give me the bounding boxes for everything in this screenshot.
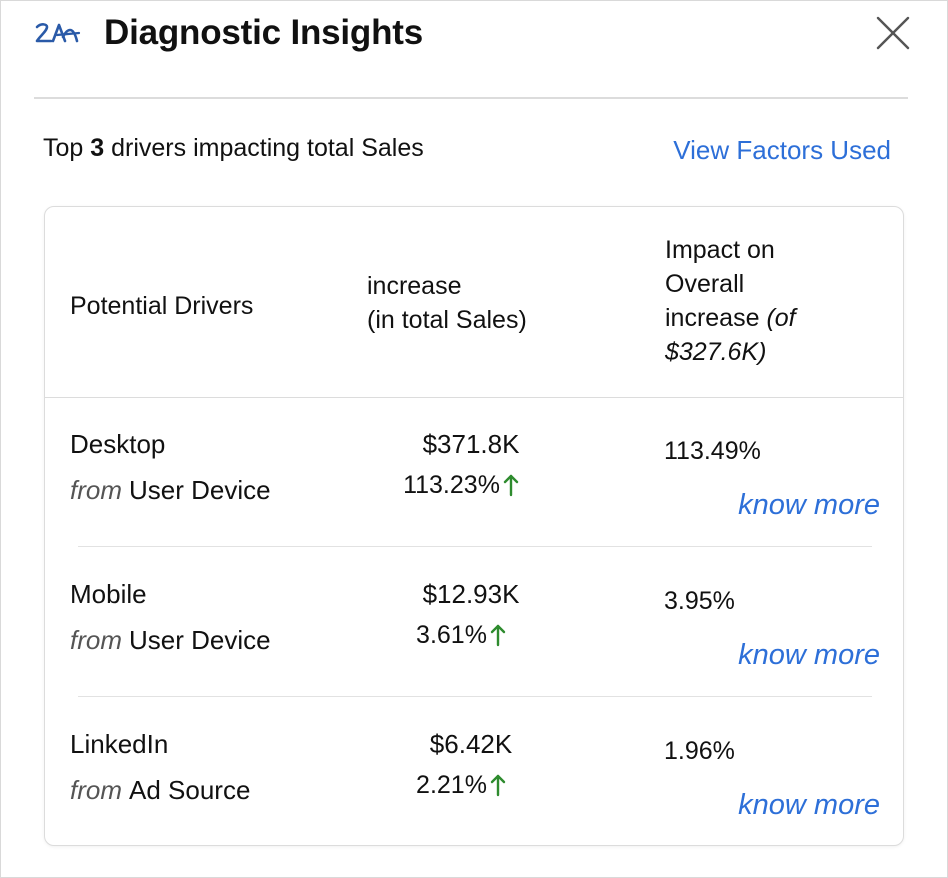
driver-source-name: User Device [129,475,271,505]
column-header-increase-line2: (in total Sales) [367,306,527,334]
driver-source: from User Device [70,625,271,656]
column-header-impact-total: $327.6K) [665,338,767,366]
impact-percent: 113.49% [664,437,761,465]
drivers-table: Potential Drivers increase (in total Sal… [44,206,904,846]
zia-icon [35,23,81,43]
know-more-link[interactable]: know more [738,789,880,821]
up-arrow-icon [503,474,519,497]
panel-header: Diagnostic Insights [1,1,947,97]
summary-prefix: Top [43,134,91,162]
column-header-impact-line3: increase (of [665,301,865,335]
table-row: Mobile from User Device $12.93K 3.61% 3.9… [45,563,903,713]
column-header-increase-line1: increase [367,272,462,300]
driver-from-label: from [70,775,122,805]
driver-source: from Ad Source [70,775,250,806]
close-icon[interactable] [875,15,911,51]
table-row: LinkedIn from Ad Source $6.42K 2.21% 1.96… [45,713,903,863]
increase-percent-value: 3.61% [416,621,487,649]
row-divider [78,696,872,697]
panel-title: Diagnostic Insights [104,13,424,52]
drivers-count: 3 [90,134,105,162]
increase-percent: 2.21% [371,771,551,800]
up-arrow-icon [490,774,506,797]
driver-from-label: from [70,625,122,655]
column-header-impact-line1: Impact on [665,236,775,264]
driver-source: from User Device [70,475,271,506]
driver-name: LinkedIn [70,729,169,759]
increase-percent-value: 2.21% [416,771,487,799]
column-header-impact-line2: Overall [665,270,745,298]
summary-text: Top 3 drivers impacting total Sales [43,134,424,163]
table-row: Desktop from User Device $371.8K 113.23% … [45,413,903,563]
table-header-divider [45,397,903,398]
increase-percent: 3.61% [371,621,551,650]
impact-percent: 3.95% [664,587,735,615]
impact-percent: 1.96% [664,737,735,765]
driver-name: Mobile [70,579,147,609]
column-header-impact-total-prefix: (of [766,304,796,332]
driver-source-name: User Device [129,625,271,655]
know-more-link[interactable]: know more [738,639,880,671]
increase-percent: 113.23% [371,471,551,500]
column-header-impact-word: increase [665,304,760,332]
header-divider [34,97,908,99]
increase-value: $12.93K [422,579,520,609]
increase-percent-value: 113.23% [403,471,500,499]
column-header-drivers: Potential Drivers [70,292,254,320]
driver-from-label: from [70,475,122,505]
column-header-impact: Impact on Overall increase (of $327.6K) [665,233,865,369]
column-header-increase: increase (in total Sales) [367,269,527,337]
increase-value: $371.8K [422,429,520,459]
view-factors-used-link[interactable]: View Factors Used [673,135,891,165]
increase-value: $6.42K [429,729,513,759]
driver-source-name: Ad Source [129,775,251,805]
know-more-link[interactable]: know more [738,489,880,521]
summary-suffix: drivers impacting total Sales [104,134,424,162]
row-divider [78,546,872,547]
column-header-impact-line4: $327.6K) [665,335,865,369]
up-arrow-icon [490,624,506,647]
driver-name: Desktop [70,429,166,459]
